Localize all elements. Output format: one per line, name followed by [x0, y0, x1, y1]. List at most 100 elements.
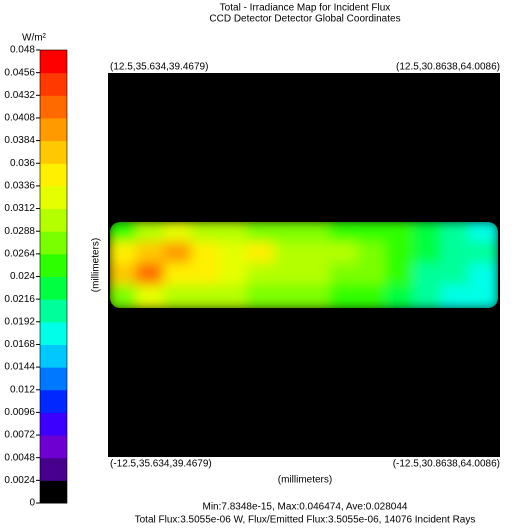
- heat-cell: [385, 222, 417, 246]
- colorbar-swatch: [40, 412, 67, 436]
- colorbar-tick-label: 0: [29, 498, 35, 509]
- heat-cell: [329, 263, 362, 289]
- colorbar-tick-label: 0.012: [10, 384, 35, 395]
- heat-cell: [302, 241, 334, 267]
- colorbar-swatch: [40, 457, 67, 481]
- heat-cell: [135, 222, 168, 246]
- colorbar-tick-label: 0.0072: [4, 430, 35, 441]
- heat-cell: [274, 241, 306, 267]
- heat-cell: [357, 222, 390, 246]
- colorbar-swatch: [40, 95, 67, 119]
- corner-label: (-12.5,35.634,39.4679): [110, 459, 212, 470]
- heat-cell: [412, 241, 445, 267]
- heat-cell: [357, 263, 390, 289]
- heat-cell: [110, 284, 140, 308]
- corner-label: (12.5,30.8638,64.0086): [396, 62, 500, 73]
- heat-cell: [135, 263, 168, 289]
- heat-cell: [135, 241, 168, 267]
- heat-cell: [302, 263, 334, 289]
- heat-cell: [302, 284, 334, 308]
- heat-cell: [191, 284, 223, 308]
- colorbar-tick-label: 0.0168: [4, 339, 35, 350]
- colorbar-tick-label: 0.0432: [4, 90, 35, 101]
- heat-cell: [191, 222, 223, 246]
- colorbar-swatch: [40, 299, 67, 323]
- footer-line: Min:7.8348e-15, Max:0.046474, Ave:0.0280…: [203, 502, 408, 513]
- heatmap-cells: [110, 222, 498, 308]
- colorbar-tick-label: 0.0336: [4, 181, 35, 192]
- colorbar-swatch: [40, 276, 67, 300]
- heat-cell: [110, 241, 140, 267]
- colorbar-tick-label: 0.036: [10, 158, 35, 169]
- heat-cell: [274, 284, 306, 308]
- heat-cell: [440, 263, 473, 289]
- colorbar-swatch: [40, 480, 67, 504]
- heat-cell: [468, 263, 498, 289]
- heat-cell: [440, 284, 473, 308]
- y-axis-label: (millimeters): [91, 238, 102, 292]
- colorbar-swatch: [40, 140, 67, 164]
- colorbar-swatch: [40, 367, 67, 391]
- heat-cell: [412, 222, 445, 246]
- heat-cell: [357, 241, 390, 267]
- heat-cell: [412, 284, 445, 308]
- heat-cell: [329, 241, 362, 267]
- colorbar-tick-label: 0.0096: [4, 407, 35, 418]
- colorbar-swatch: [40, 72, 67, 96]
- heat-cell: [110, 263, 140, 289]
- heat-cell: [385, 284, 417, 308]
- colorbar-tick-label: 0.0192: [4, 316, 35, 327]
- colorbar-tick-label: 0.0048: [4, 452, 35, 463]
- heatmap: [110, 222, 498, 308]
- heat-cell: [274, 222, 306, 246]
- heat-cell: [385, 263, 417, 289]
- colorbar-swatch: [40, 344, 67, 368]
- colorbar-swatch: [40, 185, 67, 210]
- colorbar-tick-label: 0.0456: [4, 67, 35, 78]
- colorbar-tick-label: 0.0024: [4, 475, 35, 486]
- corner-label: (12.5,35.634,39.4679): [110, 62, 208, 73]
- colorbar-swatch: [40, 231, 67, 255]
- colorbar-tick-label: 0.0384: [4, 135, 35, 146]
- colorbar-swatch: [40, 321, 67, 345]
- colorbar-swatch: [40, 117, 67, 142]
- heat-cell: [218, 241, 251, 267]
- colorbar-tick-label: 0.0408: [4, 113, 35, 124]
- heat-cell: [329, 284, 362, 308]
- heat-cell: [163, 241, 196, 267]
- heat-cell: [385, 241, 417, 267]
- footer-line: Total Flux:3.5055e-06 W, Flux/Emitted Fl…: [135, 515, 476, 526]
- heat-cell: [246, 284, 279, 308]
- colorbar-tick-label: 0.0144: [4, 362, 35, 373]
- heat-cell: [191, 263, 223, 289]
- heat-cell: [246, 241, 279, 267]
- heat-cell: [163, 222, 196, 246]
- heat-cell: [440, 222, 473, 246]
- heat-cell: [468, 284, 498, 308]
- colorbar-swatch: [40, 208, 67, 232]
- colorbar-tick-label: 0.0312: [4, 203, 35, 214]
- colorbar-swatch: [40, 253, 67, 277]
- heat-cell: [357, 284, 390, 308]
- heat-cell: [468, 222, 498, 246]
- heat-cell: [135, 284, 168, 308]
- colorbar-tick-label: 0.0288: [4, 226, 35, 237]
- colorbar-tick-label: 0.024: [10, 271, 35, 282]
- chart-title: Total - Irradiance Map for Incident Flux: [220, 3, 391, 14]
- colorbar-label: W/m²: [22, 33, 47, 44]
- colorbar-swatch: [40, 435, 67, 459]
- heat-cell: [163, 263, 196, 289]
- corner-label: (-12.5,30.8638,64.0086): [393, 459, 500, 470]
- colorbar-swatch: [40, 389, 67, 413]
- heat-cell: [110, 222, 140, 246]
- colorbar-tick-label: 0.048: [10, 45, 35, 56]
- heat-cell: [412, 263, 445, 289]
- heat-cell: [246, 222, 279, 246]
- heat-cell: [246, 263, 279, 289]
- heat-cell: [218, 222, 251, 246]
- heat-cell: [163, 284, 196, 308]
- heat-cell: [468, 241, 498, 267]
- colorbar-tick-label: 0.0264: [4, 248, 35, 259]
